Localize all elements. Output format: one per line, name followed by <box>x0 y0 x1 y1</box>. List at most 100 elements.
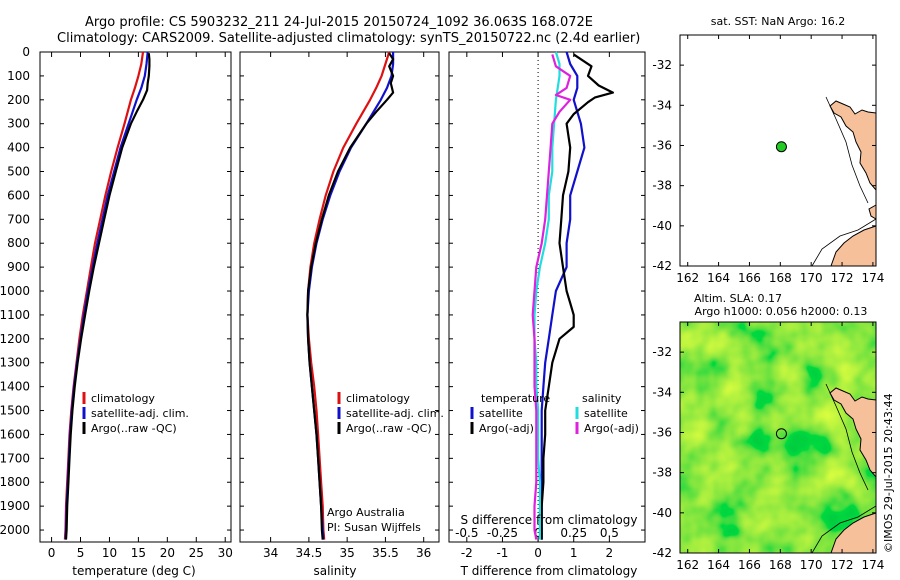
map-y-tick-label: -36 <box>652 138 672 152</box>
x-tick-label: 0 <box>48 546 56 560</box>
map-y-tick-label: -34 <box>652 385 672 399</box>
argo-float-marker <box>775 141 787 153</box>
difference-xlabel2: S difference from climatology <box>461 513 638 527</box>
y-tick-label: 1500 <box>0 404 30 418</box>
y-tick-label: 1000 <box>0 284 30 298</box>
y-tick-label: 700 <box>7 212 30 226</box>
x-tick-label: -2 <box>461 546 473 560</box>
series-line-argo-raw-qc <box>306 52 395 540</box>
land-coastline <box>868 204 877 220</box>
map-x-tick-label: 162 <box>676 271 699 285</box>
argo-australia-note: Argo Australia <box>327 506 405 519</box>
map-y-tick-label: -38 <box>652 179 672 193</box>
land-coastline <box>829 387 876 478</box>
legend-label-argo: Argo(..raw -QC) <box>346 422 432 435</box>
difference-xlabel: T difference from climatology <box>460 564 638 578</box>
legend-label-satellite: satellite-adj. clim. <box>346 407 444 420</box>
sst-map-title: sat. SST: NaN Argo: 16.2 <box>711 15 845 28</box>
difference-legend: temperature salinity satellite Argo(-adj… <box>470 392 639 435</box>
x-tick-label-secondary: 0 <box>534 526 542 540</box>
y-tick-label: 1300 <box>0 356 30 370</box>
y-tick-label: 600 <box>7 188 30 202</box>
sla-map <box>680 322 876 553</box>
header-line1: Argo profile: CS 5903232_211 24-Jul-2015… <box>85 15 593 30</box>
plot-frame <box>239 51 440 543</box>
sla-title-line1: Altim. SLA: 0.17 <box>694 292 782 305</box>
pi-note: PI: Susan Wijffels <box>327 521 421 534</box>
y-tick-label: 0 <box>22 45 30 59</box>
map-x-tick-label: 166 <box>738 271 761 285</box>
y-tick-label: 1400 <box>0 380 30 394</box>
x-tick-label: 35.5 <box>372 546 399 560</box>
salinity-xlabel: salinity <box>313 564 356 578</box>
legend-title-temperature: temperature <box>481 392 550 405</box>
y-tick-label: 2000 <box>0 523 30 537</box>
legend-label-satellite: satellite-adj. clim. <box>91 407 189 420</box>
argo-float-marker <box>775 428 787 440</box>
legend-label-climatology: climatology <box>91 392 155 405</box>
x-tick-label: 36 <box>416 546 431 560</box>
y-tick-label: 1800 <box>0 475 30 489</box>
y-tick-label: 400 <box>7 141 30 155</box>
x-tick-label: 2 <box>606 546 614 560</box>
land-coastline <box>830 225 877 267</box>
y-tick-label: 500 <box>7 165 30 179</box>
x-tick-label-secondary: -0.5 <box>455 526 478 540</box>
legend-label-s-satellite: satellite <box>584 407 628 420</box>
legend-label-s-argo: Argo(-adj) <box>584 422 639 435</box>
salinity-panel: 34 34.5 35 35.5 36 <box>239 51 440 560</box>
map-y-tick-label: -36 <box>652 425 672 439</box>
x-tick-label: 20 <box>160 546 175 560</box>
map-y-tick-label: -42 <box>652 259 672 273</box>
land-coastline <box>829 100 877 192</box>
plot-frame <box>448 51 646 543</box>
map-x-tick-label: 164 <box>707 271 730 285</box>
credit-text: ©IMOS 29-Jul-2015 20:43:44 <box>882 393 895 553</box>
x-tick-label-secondary: 0.25 <box>560 526 587 540</box>
header-line2: Climatology: CARS2009. Satellite-adjuste… <box>57 31 640 46</box>
difference-panel: -2 -1 0 1 2 -0.5 -0.25 0 0.25 0.5 <box>448 51 646 560</box>
shelf-contour <box>811 383 876 553</box>
y-tick-label: 1900 <box>0 499 30 513</box>
map-x-tick-label: 162 <box>676 558 699 572</box>
map-y-tick-label: -38 <box>652 466 672 480</box>
sla-map-frame <box>679 321 877 554</box>
y-tick-label: 800 <box>7 236 30 250</box>
map-y-tick-label: -32 <box>652 345 672 359</box>
legend-label-climatology: climatology <box>346 392 410 405</box>
legend-label-t-satellite: satellite <box>479 407 523 420</box>
legend-label-argo: Argo(..raw -QC) <box>91 422 177 435</box>
series-line-temperature-argo-adj <box>540 53 615 540</box>
map-x-tick-label: 164 <box>707 558 730 572</box>
x-tick-label: 1 <box>570 546 578 560</box>
x-tick-label: 15 <box>131 546 146 560</box>
legend-title-salinity: salinity <box>582 392 622 405</box>
x-tick-label-secondary: 0.5 <box>600 526 619 540</box>
map-x-tick-label: 174 <box>861 271 884 285</box>
y-tick-label: 1200 <box>0 332 30 346</box>
x-tick-label-secondary: -0.25 <box>487 526 518 540</box>
temperature-xlabel: temperature (deg C) <box>72 564 195 578</box>
map-axes: 162 164 166 168 170 172 174 -32 -34 -36 -38 -40 -42 1… <box>652 35 884 572</box>
x-tick-label: 30 <box>218 546 233 560</box>
salinity-legend: climatology satellite-adj. clim. Argo(..… <box>337 392 444 435</box>
series-line-salinity-satellite <box>533 51 561 540</box>
land-coastline <box>830 512 876 553</box>
map-y-tick-label: -34 <box>652 98 672 112</box>
x-tick-label: 34 <box>263 546 278 560</box>
y-tick-label: 1700 <box>0 451 30 465</box>
map-x-tick-label: 172 <box>831 558 854 572</box>
y-tick-label: 900 <box>7 260 30 274</box>
y-tick-label: 100 <box>7 69 30 83</box>
plot-frame <box>39 51 232 543</box>
temperature-panel: 0 5 10 15 20 25 300100200300400500600700800900… <box>0 45 233 560</box>
series-line-salinity-argo-adj <box>531 54 572 540</box>
map-y-tick-label: -40 <box>652 219 672 233</box>
legend-label-t-argo: Argo(-adj) <box>479 422 534 435</box>
x-tick-label: 0 <box>534 546 542 560</box>
map-y-tick-label: -42 <box>652 546 672 560</box>
map-x-tick-label: 168 <box>769 271 792 285</box>
x-tick-label: 10 <box>102 546 117 560</box>
temperature-legend: climatology satellite-adj. clim. Argo(..… <box>82 392 189 435</box>
